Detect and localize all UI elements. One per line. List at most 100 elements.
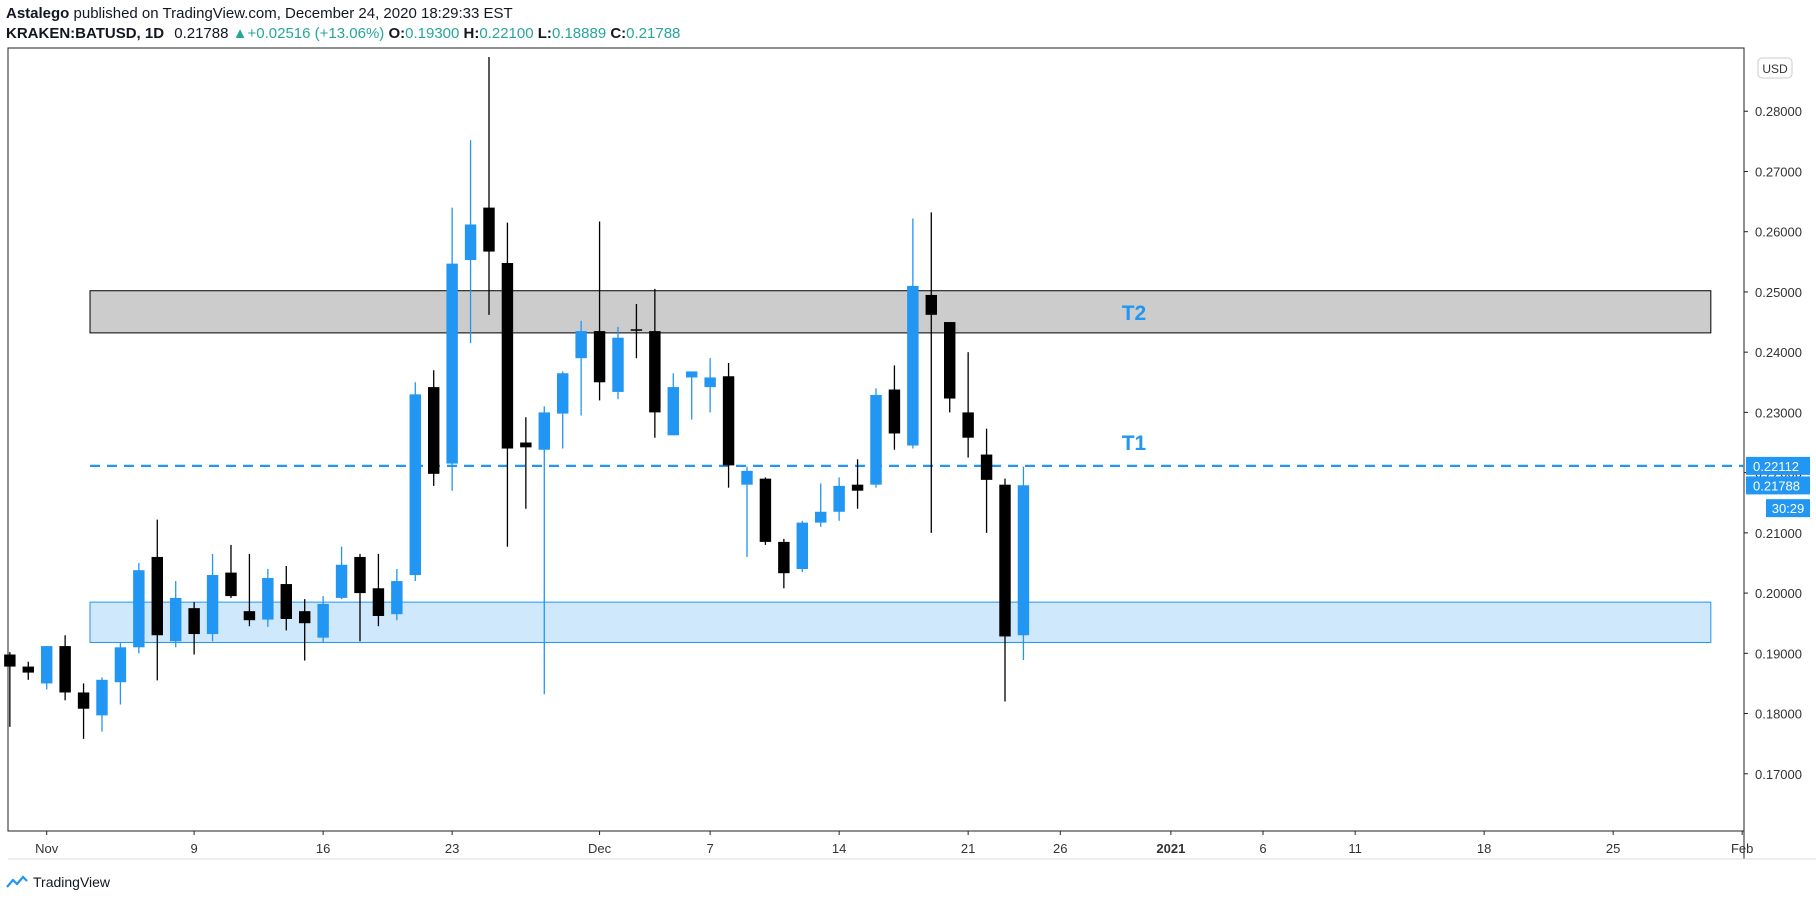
candle-body (1017, 485, 1030, 636)
open-value: 0.19300 (405, 25, 460, 42)
open-label: O: (388, 25, 406, 42)
candle-body (59, 646, 71, 693)
candle-body (262, 578, 274, 620)
y-tick-label: 0.18000 (1755, 707, 1802, 722)
candle-body (851, 484, 864, 491)
candle-body (575, 331, 587, 359)
candle-body (722, 376, 735, 466)
candle-body (335, 564, 348, 598)
candle-body (870, 394, 882, 485)
candle-body (4, 654, 16, 667)
x-tick-label: 16 (316, 841, 330, 856)
candle-body (77, 692, 90, 709)
zone-label-t2: T2 (1122, 302, 1147, 325)
candle-body (649, 331, 661, 413)
candle-body (520, 442, 532, 448)
x-tick-label: 11 (1348, 841, 1362, 856)
candle-body (778, 541, 790, 574)
x-tick-label: 6 (1259, 841, 1266, 856)
zone-t2 (89, 290, 1712, 334)
candle-body (483, 207, 495, 252)
tradingview-logo-icon (6, 875, 28, 888)
candle-body (22, 666, 34, 673)
x-tick-label: Feb (1731, 841, 1753, 856)
x-tick-label: 7 (707, 841, 714, 856)
y-tick-label: 0.24000 (1755, 345, 1802, 360)
target-label-t1: T1 (1122, 432, 1147, 455)
candle-body (317, 603, 329, 638)
candle-body (427, 387, 440, 474)
candle-body (114, 647, 127, 683)
candle-body (133, 570, 145, 648)
candle-body (907, 285, 919, 446)
candle-body (999, 484, 1011, 637)
candle-body (925, 294, 937, 315)
candle-body (298, 611, 311, 624)
candle-body (446, 263, 458, 464)
candle-body (372, 588, 385, 616)
candle-body (759, 478, 772, 542)
symbol-label[interactable]: KRAKEN:BATUSD, 1D (6, 25, 165, 42)
countdown-tag-text: 30:29 (1772, 501, 1805, 516)
candle-body (280, 584, 292, 619)
change-value: +0.02516 (+13.06%) (247, 25, 385, 42)
candle-body (630, 329, 643, 331)
candle-body (96, 679, 108, 716)
x-tick-label: 2021 (1156, 841, 1185, 856)
published-text: published on TradingView.com, December 2… (73, 5, 513, 22)
low-label: L: (537, 25, 552, 42)
up-arrow-icon: ▲ (232, 25, 248, 42)
x-tick-label: 18 (1477, 841, 1491, 856)
candle-body (40, 646, 53, 684)
chart-header: Astalego published on TradingView.com, D… (6, 4, 680, 44)
y-tick-label: 0.23000 (1755, 405, 1802, 420)
currency-label: USD (1762, 62, 1788, 76)
currency-box (1757, 57, 1793, 79)
candle-body (685, 371, 698, 378)
high-label: H: (463, 25, 480, 42)
y-tick-label: 0.17000 (1755, 767, 1802, 782)
candle-body (225, 572, 237, 597)
footer-brand-text: TradingView (33, 874, 111, 890)
x-tick-label: 23 (445, 841, 459, 856)
candle-body (464, 224, 477, 261)
candle-body (704, 377, 716, 388)
candle-body (538, 412, 550, 450)
candle-body (243, 611, 256, 621)
candle-body (741, 470, 753, 485)
candle-body (391, 581, 403, 615)
candle-body (833, 485, 845, 512)
price-tag-bg (1746, 456, 1810, 475)
author-name[interactable]: Astalego (6, 5, 70, 22)
y-tick-label: 0.28000 (1755, 104, 1802, 119)
x-tick-label: 14 (832, 841, 846, 856)
ohlc-line: KRAKEN:BATUSD, 1D 0.21788 ▲+0.02516 (+13… (6, 24, 680, 44)
candle-body (593, 331, 606, 383)
zone-support (89, 601, 1712, 643)
last-price: 0.21788 (174, 25, 229, 42)
price-tag-text: 0.22112 (1753, 459, 1799, 474)
candle-body (206, 575, 219, 635)
countdown-tag-bg (1766, 499, 1810, 518)
candle-body (980, 454, 993, 480)
candle-body (188, 608, 200, 635)
x-tick-label: 25 (1606, 841, 1620, 856)
close-label: C: (610, 25, 627, 42)
price-tag-bg (1746, 476, 1810, 495)
x-tick-label: Dec (588, 841, 612, 856)
candle-body (151, 556, 163, 636)
y-tick-label: 0.20000 (1755, 586, 1802, 601)
candle-body (944, 322, 956, 399)
close-value: 0.21788 (626, 25, 681, 42)
candle-body (169, 597, 182, 642)
candle-body (667, 387, 679, 436)
candle-body (888, 389, 901, 434)
candle-body (501, 263, 514, 449)
low-value: 0.18889 (551, 25, 607, 42)
high-value: 0.22100 (479, 25, 534, 42)
price-tag-text: 0.21788 (1753, 478, 1800, 493)
y-tick-label: 0.27000 (1755, 164, 1802, 179)
candle-body (962, 412, 974, 438)
candle-body (815, 511, 827, 523)
